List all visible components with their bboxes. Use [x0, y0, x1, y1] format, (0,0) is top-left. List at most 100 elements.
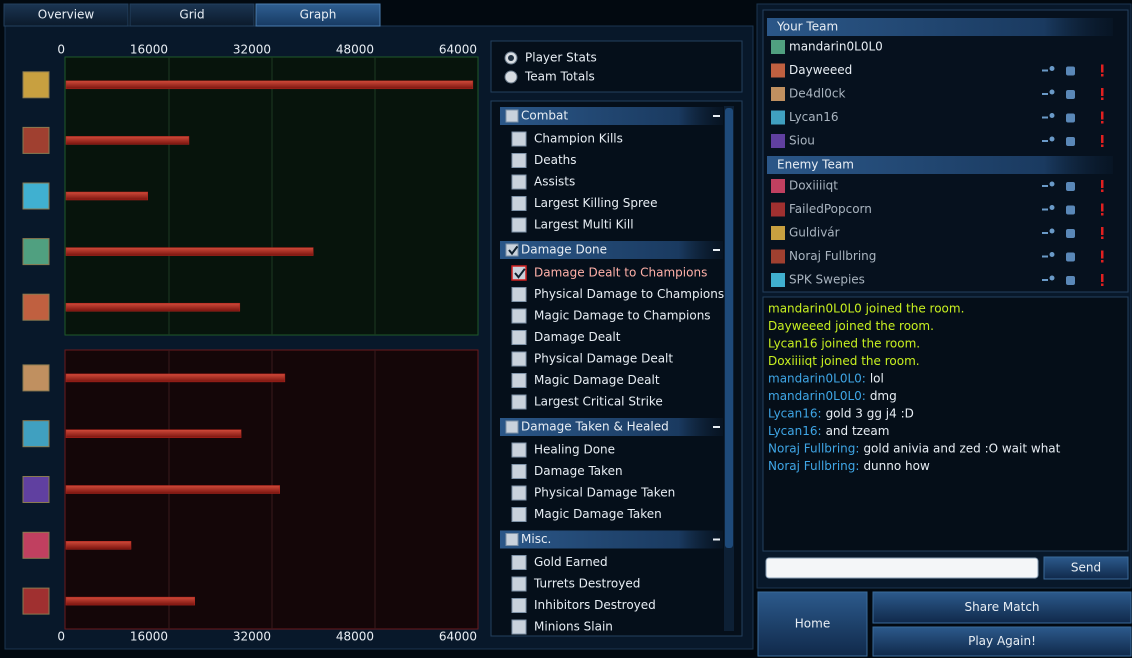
honor[interactable] [1066, 137, 1075, 146]
button[interactable] [872, 591, 1132, 624]
stat-label[interactable]: Minions Slain [534, 620, 613, 634]
stat-label[interactable]: Magic Damage Taken [534, 507, 662, 521]
add-friend[interactable] [1049, 181, 1055, 187]
champion-icon [22, 476, 50, 503]
scroll-thumb[interactable] [725, 108, 733, 548]
stat-label[interactable]: Gold Earned [534, 555, 608, 569]
honor[interactable] [1066, 276, 1075, 285]
button[interactable] [757, 591, 868, 657]
honor[interactable] [1066, 229, 1075, 238]
send-button[interactable] [1043, 556, 1129, 580]
player-name[interactable]: mandarin0L0L0 [789, 40, 883, 54]
player-name[interactable]: SPK Swepies [789, 273, 865, 287]
checkbox[interactable] [511, 485, 527, 501]
checkbox[interactable] [511, 394, 527, 410]
checkbox[interactable] [505, 243, 519, 257]
stat-label[interactable]: Assists [534, 175, 575, 189]
add-friend[interactable] [1049, 205, 1055, 210]
collapse[interactable] [713, 115, 720, 117]
report[interactable] [1101, 135, 1104, 143]
stat-label[interactable]: Largest Critical Strike [534, 395, 663, 409]
radio[interactable] [504, 70, 518, 84]
add-friend[interactable] [1049, 275, 1055, 281]
collapse[interactable] [713, 426, 720, 428]
bar [65, 302, 241, 312]
tab[interactable] [255, 3, 381, 27]
honor[interactable] [1066, 90, 1075, 99]
stat-label[interactable]: Damage Dealt to Champions [534, 266, 707, 280]
collapse[interactable] [713, 249, 720, 251]
player-name[interactable]: De4dl0ck [789, 87, 845, 101]
add-friend[interactable] [1049, 136, 1055, 142]
player-name[interactable]: Guldivár [789, 226, 840, 240]
stat-label[interactable]: Magic Damage to Champions [534, 309, 711, 323]
honor[interactable] [1066, 252, 1075, 262]
checkbox[interactable] [511, 619, 527, 635]
checkbox[interactable] [511, 555, 527, 570]
collapse[interactable] [713, 538, 720, 541]
checkbox[interactable] [511, 265, 527, 281]
add-friend[interactable] [1049, 228, 1055, 234]
checkbox[interactable] [511, 598, 527, 613]
report[interactable] [1101, 111, 1104, 120]
tab[interactable] [129, 3, 255, 27]
report[interactable] [1101, 203, 1104, 212]
checkbox[interactable] [511, 287, 527, 302]
player-name[interactable]: Doxiiiiqt [789, 179, 838, 193]
checkbox[interactable] [511, 351, 527, 367]
stat-label[interactable]: Magic Damage Dealt [534, 373, 660, 387]
checkbox[interactable] [511, 174, 527, 190]
add-friend[interactable] [1049, 66, 1055, 71]
stat-label[interactable]: Deaths [534, 153, 577, 167]
report[interactable] [1101, 180, 1104, 188]
stat-label[interactable]: Inhibitors Destroyed [534, 598, 656, 612]
checkbox[interactable] [511, 373, 527, 388]
checkbox[interactable] [511, 576, 527, 592]
stat-label[interactable]: Largest Multi Kill [534, 218, 634, 232]
stat-label[interactable]: Largest Killing Spree [534, 196, 657, 210]
checkbox[interactable] [511, 507, 527, 522]
stat-label[interactable]: Damage Taken [534, 464, 623, 478]
report[interactable] [1101, 250, 1104, 259]
checkbox[interactable] [505, 533, 519, 546]
player-name[interactable]: Dayweeed [789, 63, 852, 77]
stat-label[interactable]: Physical Damage Dealt [534, 352, 673, 366]
checkbox[interactable] [511, 217, 527, 233]
honor[interactable] [1066, 182, 1075, 191]
checkbox[interactable] [511, 330, 527, 345]
stat-label[interactable]: Damage Dealt [534, 330, 621, 344]
player-name[interactable]: Noraj Fullbring [789, 249, 876, 263]
add-friend[interactable] [1049, 252, 1055, 257]
checkbox[interactable] [505, 420, 519, 434]
honor[interactable] [1066, 205, 1075, 215]
checkbox[interactable] [511, 196, 527, 211]
stat-label[interactable]: Physical Damage to Champions [534, 287, 724, 301]
chat-message: Dayweeed joined the room. [768, 319, 934, 333]
player-name[interactable]: Lycan16 [789, 110, 839, 124]
x-tick-label: 16000 [130, 630, 168, 644]
report[interactable] [1101, 227, 1104, 235]
checkbox[interactable] [511, 464, 527, 479]
honor[interactable] [1066, 66, 1075, 76]
checkbox[interactable] [511, 442, 527, 458]
checkbox[interactable] [511, 131, 527, 147]
player-name[interactable]: Siou [789, 134, 815, 148]
report[interactable] [1101, 64, 1104, 73]
stat-label[interactable]: Champion Kills [534, 132, 623, 146]
player-name[interactable]: FailedPopcorn [789, 202, 872, 216]
stat-label[interactable]: Healing Done [534, 443, 615, 457]
checkbox[interactable] [511, 153, 527, 168]
checkbox[interactable] [505, 109, 519, 123]
checkbox[interactable] [511, 308, 527, 324]
chat-input[interactable] [765, 557, 1039, 579]
stat-label[interactable]: Turrets Destroyed [533, 577, 640, 591]
add-friend[interactable] [1049, 113, 1055, 118]
report[interactable] [1101, 274, 1104, 282]
report[interactable] [1101, 88, 1104, 96]
honor[interactable] [1066, 113, 1075, 123]
add-friend[interactable] [1049, 89, 1055, 95]
button-label: Play Again! [968, 634, 1036, 648]
tab[interactable] [3, 3, 129, 27]
stat-label[interactable]: Physical Damage Taken [534, 486, 675, 500]
button[interactable] [872, 626, 1132, 657]
